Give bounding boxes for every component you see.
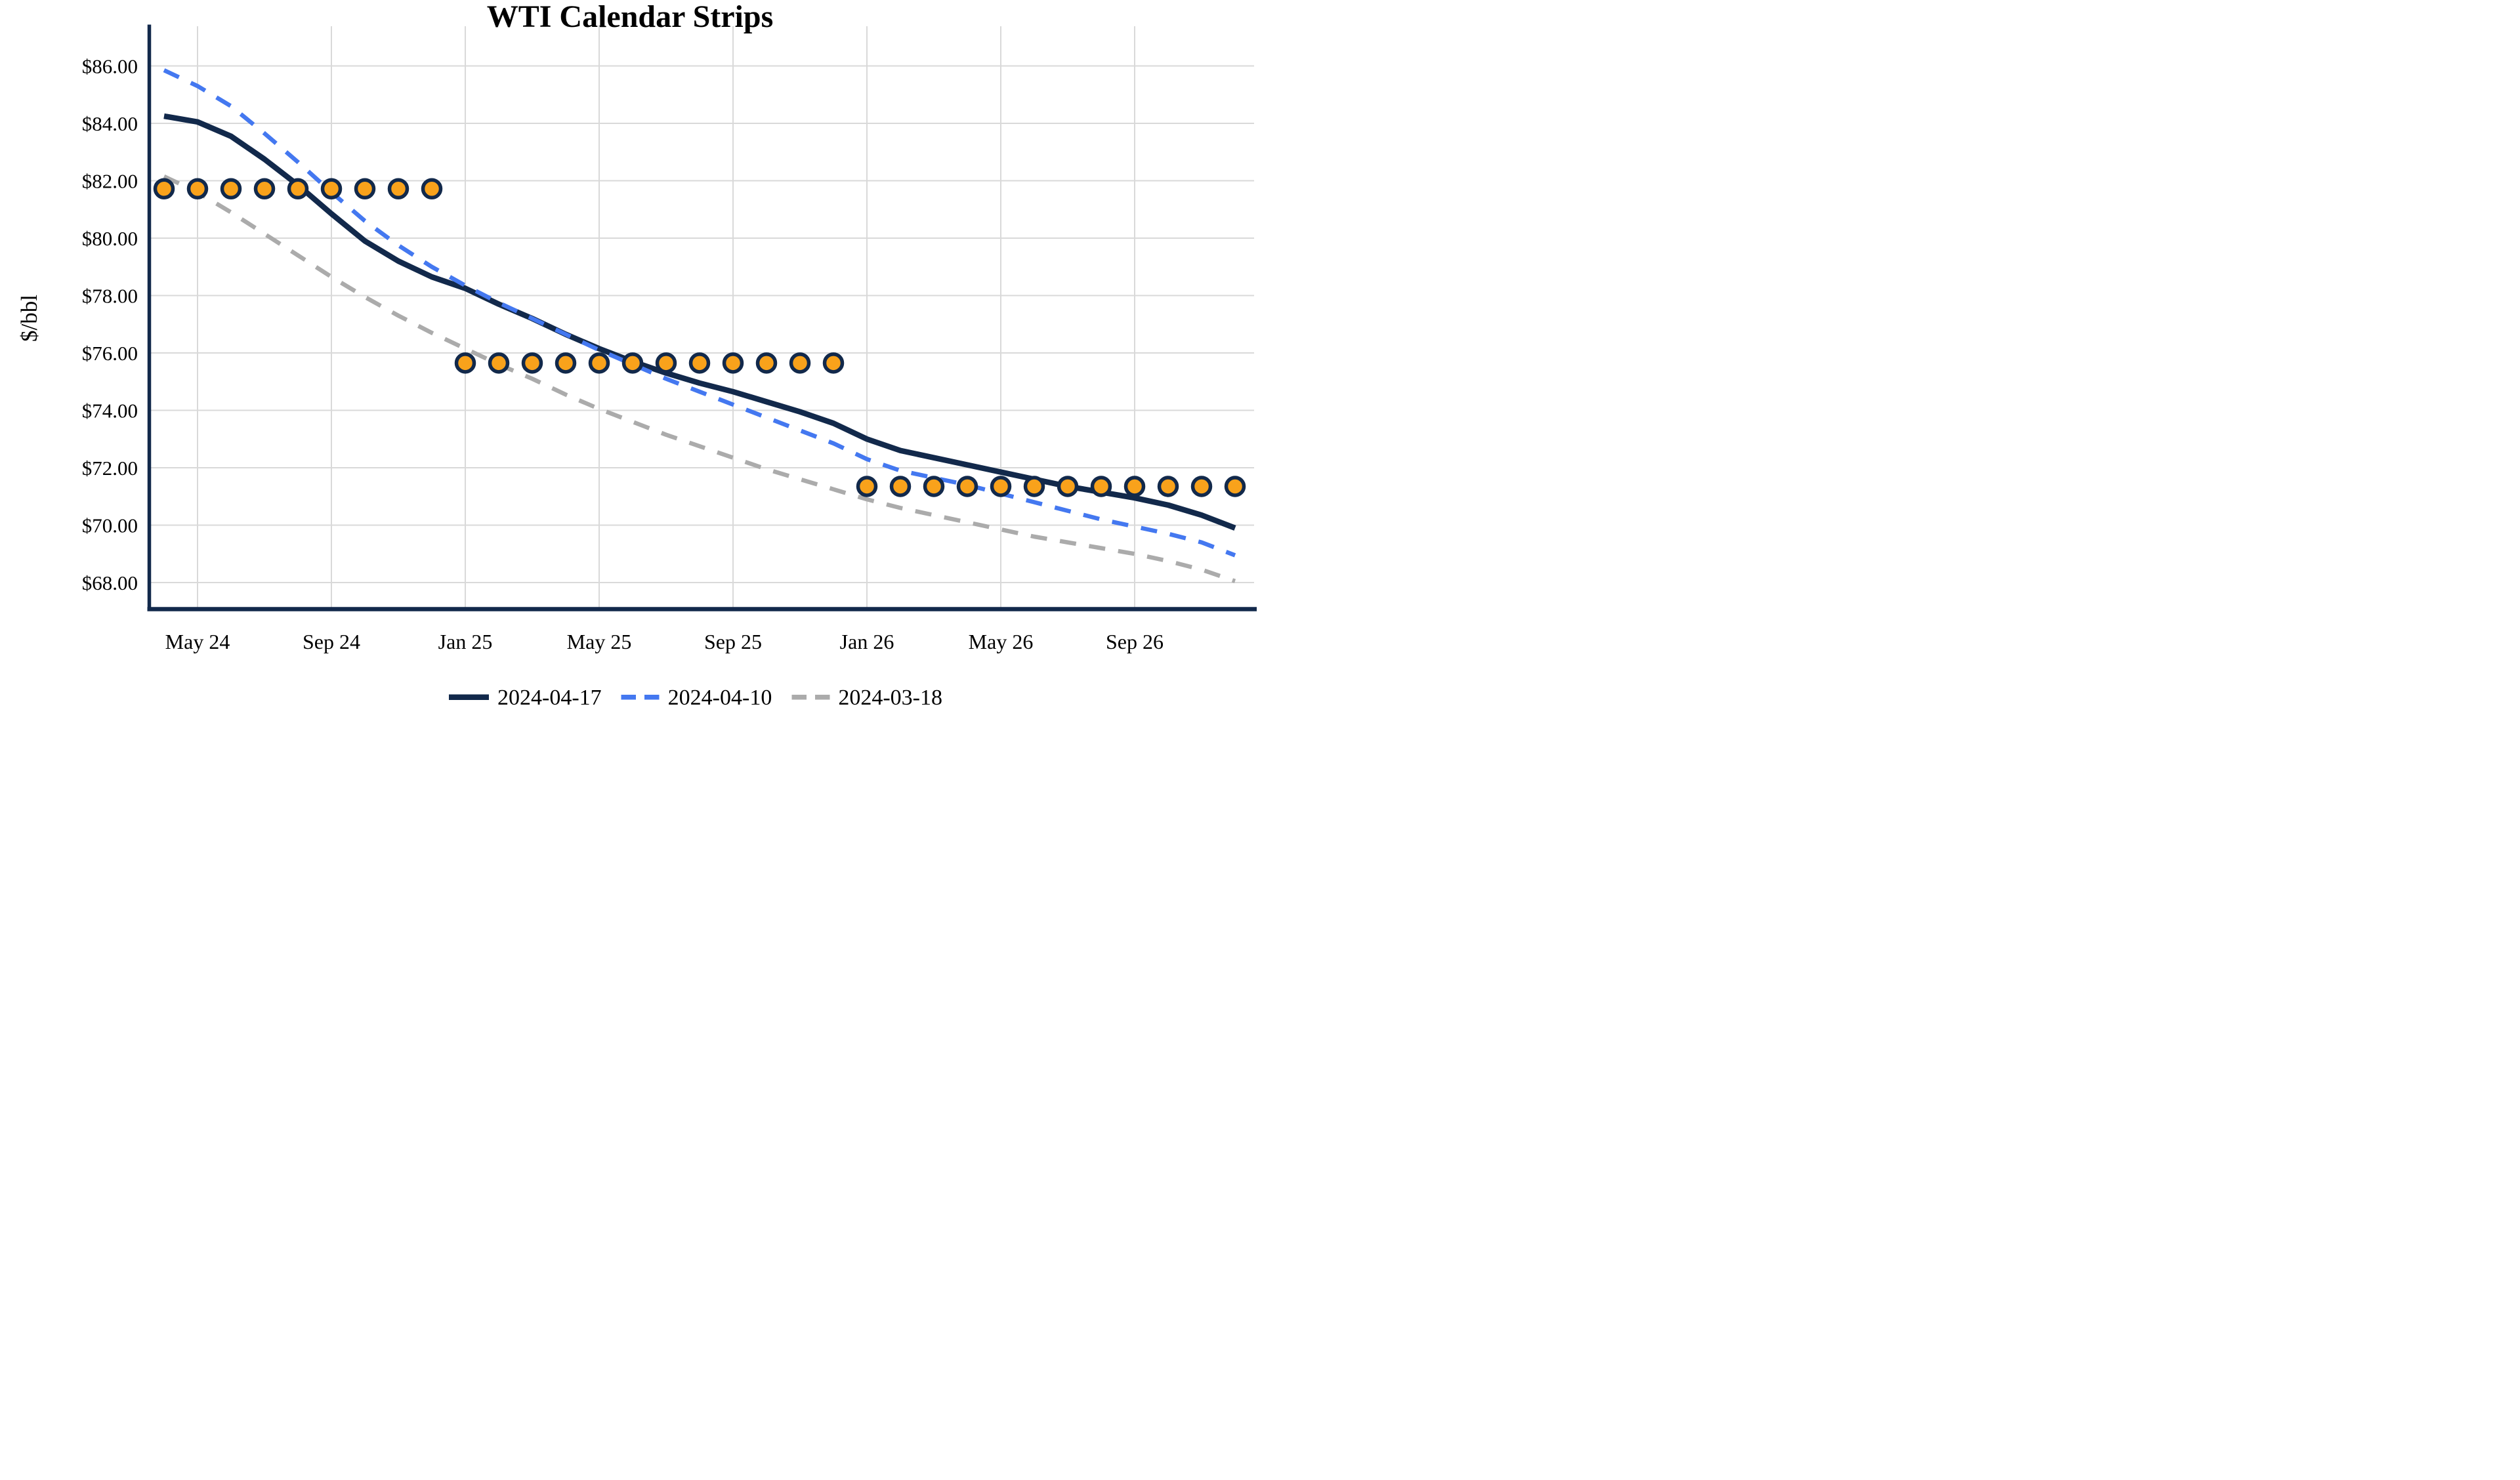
strip-dot <box>722 352 744 374</box>
y-tick-label: $74.00 <box>82 400 138 422</box>
y-tick-label: $84.00 <box>82 112 138 135</box>
strip-dot <box>1190 476 1213 497</box>
strip-dot <box>421 178 443 199</box>
legend-swatch-dashed-line-icon <box>621 694 660 700</box>
strip-dot <box>320 178 343 199</box>
viewport: WTI Calendar Strips $/bbl $86.00 $84.00 $8… <box>0 0 1260 740</box>
strip-dot <box>856 476 878 497</box>
x-tick-label: Jan 26 <box>840 630 894 653</box>
x-tick-label: Sep 25 <box>704 630 762 653</box>
strip-dot <box>220 178 242 199</box>
strip-dot <box>923 476 945 497</box>
legend-label: 2024-04-10 <box>667 684 772 710</box>
strip-dot <box>1124 476 1146 497</box>
strip-dot <box>789 352 811 374</box>
y-tick-label: $82.00 <box>82 170 138 193</box>
legend-swatch-dashed-line-icon <box>791 694 830 700</box>
strip-dot <box>956 476 978 497</box>
x-tick-label: May 26 <box>969 630 1034 653</box>
x-tick-label: Sep 24 <box>303 630 360 653</box>
series-line-2024-04-10 <box>163 68 1236 558</box>
strip-dot <box>354 178 376 199</box>
strip-dot <box>555 352 577 374</box>
y-tick-label: $70.00 <box>82 514 138 537</box>
x-tick-label: May 24 <box>165 630 230 653</box>
legend-label: 2024-03-18 <box>838 684 942 710</box>
dash-segment-icon <box>644 694 660 700</box>
legend-label: 2024-04-17 <box>497 684 602 710</box>
series-line-2024-03-18 <box>163 174 1236 583</box>
strip-dot <box>1023 476 1045 497</box>
dash-segment-icon <box>814 694 830 700</box>
strip-dot <box>822 352 845 374</box>
y-tick-label: $76.00 <box>82 342 138 365</box>
strip-dot <box>186 178 209 199</box>
strip-dot <box>655 352 677 374</box>
y-tick-label: $68.00 <box>82 571 138 594</box>
dash-segment-icon <box>621 694 637 700</box>
y-tick-label: $78.00 <box>82 285 138 308</box>
x-tick-label: Jan 25 <box>438 630 493 653</box>
strip-dot <box>688 352 711 374</box>
strip-dot <box>287 178 309 199</box>
x-tick-label: May 25 <box>567 630 632 653</box>
strip-dot <box>1057 476 1079 497</box>
y-tick-label: $86.00 <box>82 55 138 78</box>
legend-swatch-solid-line-icon <box>449 694 490 700</box>
strip-dot <box>387 178 410 199</box>
strip-dot <box>153 178 175 199</box>
legend-item-2024-04-10: 2024-04-10 <box>621 684 772 710</box>
x-tick-label: Sep 26 <box>1106 630 1164 653</box>
strip-dot <box>253 178 276 199</box>
strip-dot <box>488 352 510 374</box>
strip-dot <box>755 352 778 374</box>
strip-dot <box>1090 476 1112 497</box>
chart-figure: WTI Calendar Strips $/bbl $86.00 $84.00 $8… <box>0 0 1260 740</box>
strip-dot <box>521 352 543 374</box>
dash-segment-icon <box>791 694 807 700</box>
legend-item-2024-04-17: 2024-04-17 <box>449 684 602 710</box>
chart-title: WTI Calendar Strips <box>486 0 774 34</box>
strip-dot <box>621 352 644 374</box>
strip-dot <box>990 476 1012 497</box>
strip-dot <box>454 352 476 374</box>
series-line-2024-04-17 <box>163 113 1236 531</box>
strip-dot <box>1157 476 1179 497</box>
strip-dot <box>889 476 912 497</box>
strip-dot <box>1224 476 1246 497</box>
chart-canvas: $86.00 $84.00 $82.00 $80.00 $78.00 $76.00 $74.… <box>82 24 1257 653</box>
legend: 2024-04-17 2024-04-10 2024-03-18 <box>150 682 1242 712</box>
y-tick-label: $72.00 <box>82 457 138 480</box>
y-tick-label: $80.00 <box>82 227 138 250</box>
legend-item-2024-03-18: 2024-03-18 <box>791 684 942 710</box>
strip-dot <box>588 352 610 374</box>
